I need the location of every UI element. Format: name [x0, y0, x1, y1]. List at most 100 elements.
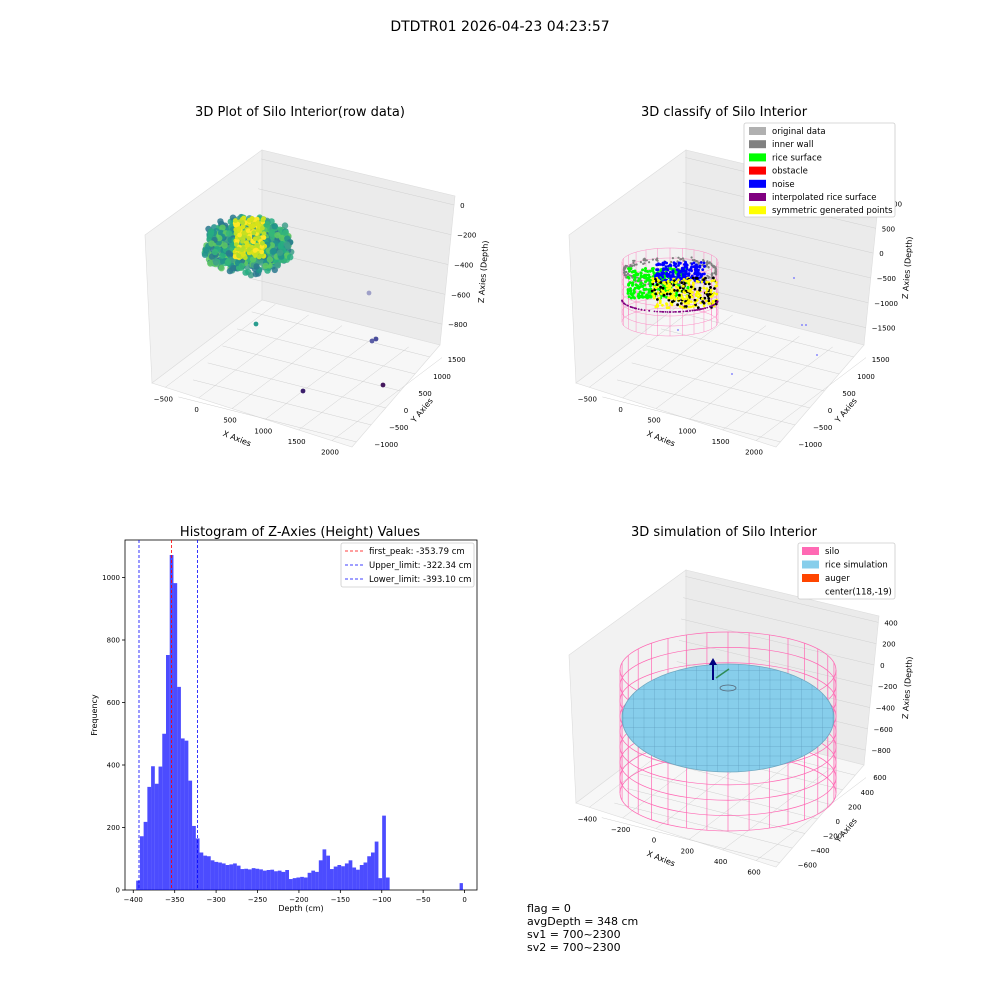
data-point — [274, 262, 281, 269]
y-tick-label: 1000 — [857, 373, 875, 381]
grid-line — [680, 206, 874, 254]
data-point — [714, 270, 718, 273]
histogram-legend-box — [340, 542, 475, 588]
data-point — [623, 302, 625, 305]
z-tick-label: −200 — [878, 683, 897, 691]
legend-swatch — [749, 206, 766, 215]
data-point — [816, 354, 818, 356]
data-point — [625, 270, 628, 274]
data-point — [655, 283, 659, 286]
x-tick-label: −400 — [578, 815, 597, 823]
data-point — [707, 282, 711, 286]
histogram-bar — [459, 883, 463, 890]
histogram-bar — [296, 877, 301, 890]
data-point — [622, 267, 626, 270]
simulation-auger — [709, 658, 737, 692]
data-point — [241, 233, 247, 239]
data-point — [673, 289, 676, 292]
raw-y-axis-label: Y Axies — [409, 396, 435, 425]
data-point — [675, 268, 679, 272]
histogram-bar — [203, 855, 207, 891]
data-point — [705, 287, 709, 290]
data-point — [637, 308, 640, 310]
data-point — [686, 310, 689, 313]
histogram-bar — [143, 821, 148, 891]
classify-y-ticks: −1000 −500 0 500 1000 1500 — [798, 356, 889, 449]
data-point — [639, 261, 643, 264]
data-point — [673, 263, 676, 267]
raw-z-ticks: 0 −200 −400 −600 −800 — [448, 202, 476, 329]
classify-y-axis-label: Y Axies — [833, 396, 859, 425]
data-point — [716, 300, 719, 303]
data-point — [648, 284, 652, 288]
histogram-bar — [348, 860, 353, 890]
data-point — [249, 256, 257, 263]
data-point — [704, 299, 708, 303]
legend-label: auger — [825, 574, 850, 584]
histogram-bar — [259, 869, 263, 891]
status-line: flag = 0 avgDepth = 348 cm sv1 = 700~230… — [520, 889, 646, 954]
data-point — [682, 310, 685, 313]
y-tick-label: 600 — [107, 699, 120, 707]
data-point — [703, 296, 707, 300]
data-point — [711, 293, 715, 297]
simulation-z-ticks: 400 200 0 −200 −400 −600 −800 — [872, 619, 898, 755]
data-point — [710, 279, 714, 283]
data-point — [643, 309, 646, 312]
data-point — [281, 222, 289, 229]
data-point — [638, 285, 642, 289]
histogram-bar — [311, 870, 316, 891]
grid-line — [661, 328, 840, 375]
simulation-plot-title: 3D simulation of Silo Interior — [631, 525, 818, 540]
data-point — [219, 252, 226, 259]
data-point — [662, 267, 665, 271]
data-point — [704, 276, 707, 280]
data-point — [701, 268, 705, 271]
data-point — [631, 264, 634, 267]
data-point — [661, 303, 664, 307]
z-tick-label: −1000 — [874, 300, 898, 308]
data-point — [644, 269, 647, 273]
data-point — [706, 260, 709, 263]
outlier-point — [380, 382, 386, 388]
z-tick-label: 200 — [882, 641, 895, 649]
data-point — [282, 229, 289, 236]
data-point — [669, 270, 672, 274]
data-point — [631, 306, 634, 309]
raw-x-axis-label: X Axies — [222, 429, 253, 448]
data-point — [631, 295, 635, 299]
data-point — [225, 250, 232, 257]
y-tick-label: 200 — [848, 803, 861, 811]
data-point — [644, 276, 648, 280]
data-point — [698, 288, 701, 292]
histogram-bar — [221, 863, 226, 890]
y-tick-label: −500 — [813, 424, 832, 432]
data-point — [627, 276, 631, 280]
grid-line — [685, 576, 879, 623]
data-point — [636, 279, 640, 283]
data-point — [681, 272, 685, 276]
data-point — [694, 292, 698, 296]
histogram-bar — [337, 865, 342, 890]
histogram-bar — [162, 733, 166, 890]
histogram-bar — [344, 863, 349, 890]
outlier-point — [369, 338, 375, 344]
data-point — [625, 264, 628, 268]
outlier-point — [373, 336, 379, 342]
z-tick-label: −600 — [451, 291, 470, 299]
classify-x-ticks: −500 0 500 1000 1500 2000 — [578, 395, 763, 456]
data-point — [671, 296, 675, 300]
histogram-bar — [281, 871, 286, 891]
raw-plot-title: 3D Plot of Silo Interior(row data) — [195, 105, 405, 120]
data-point — [702, 258, 705, 262]
data-point — [685, 310, 687, 313]
grid-line — [237, 328, 416, 375]
classify-3d-plot: 3D classify of Silo Interior −500 0 500 100… — [568, 105, 914, 457]
data-point — [626, 272, 630, 275]
data-point — [259, 249, 265, 255]
data-point — [648, 269, 652, 273]
data-point — [251, 230, 257, 236]
data-point — [682, 278, 686, 281]
histogram-y-ticks: 0 200 400 600 800 1000 — [102, 574, 125, 895]
x-tick-label: −200 — [611, 826, 630, 834]
